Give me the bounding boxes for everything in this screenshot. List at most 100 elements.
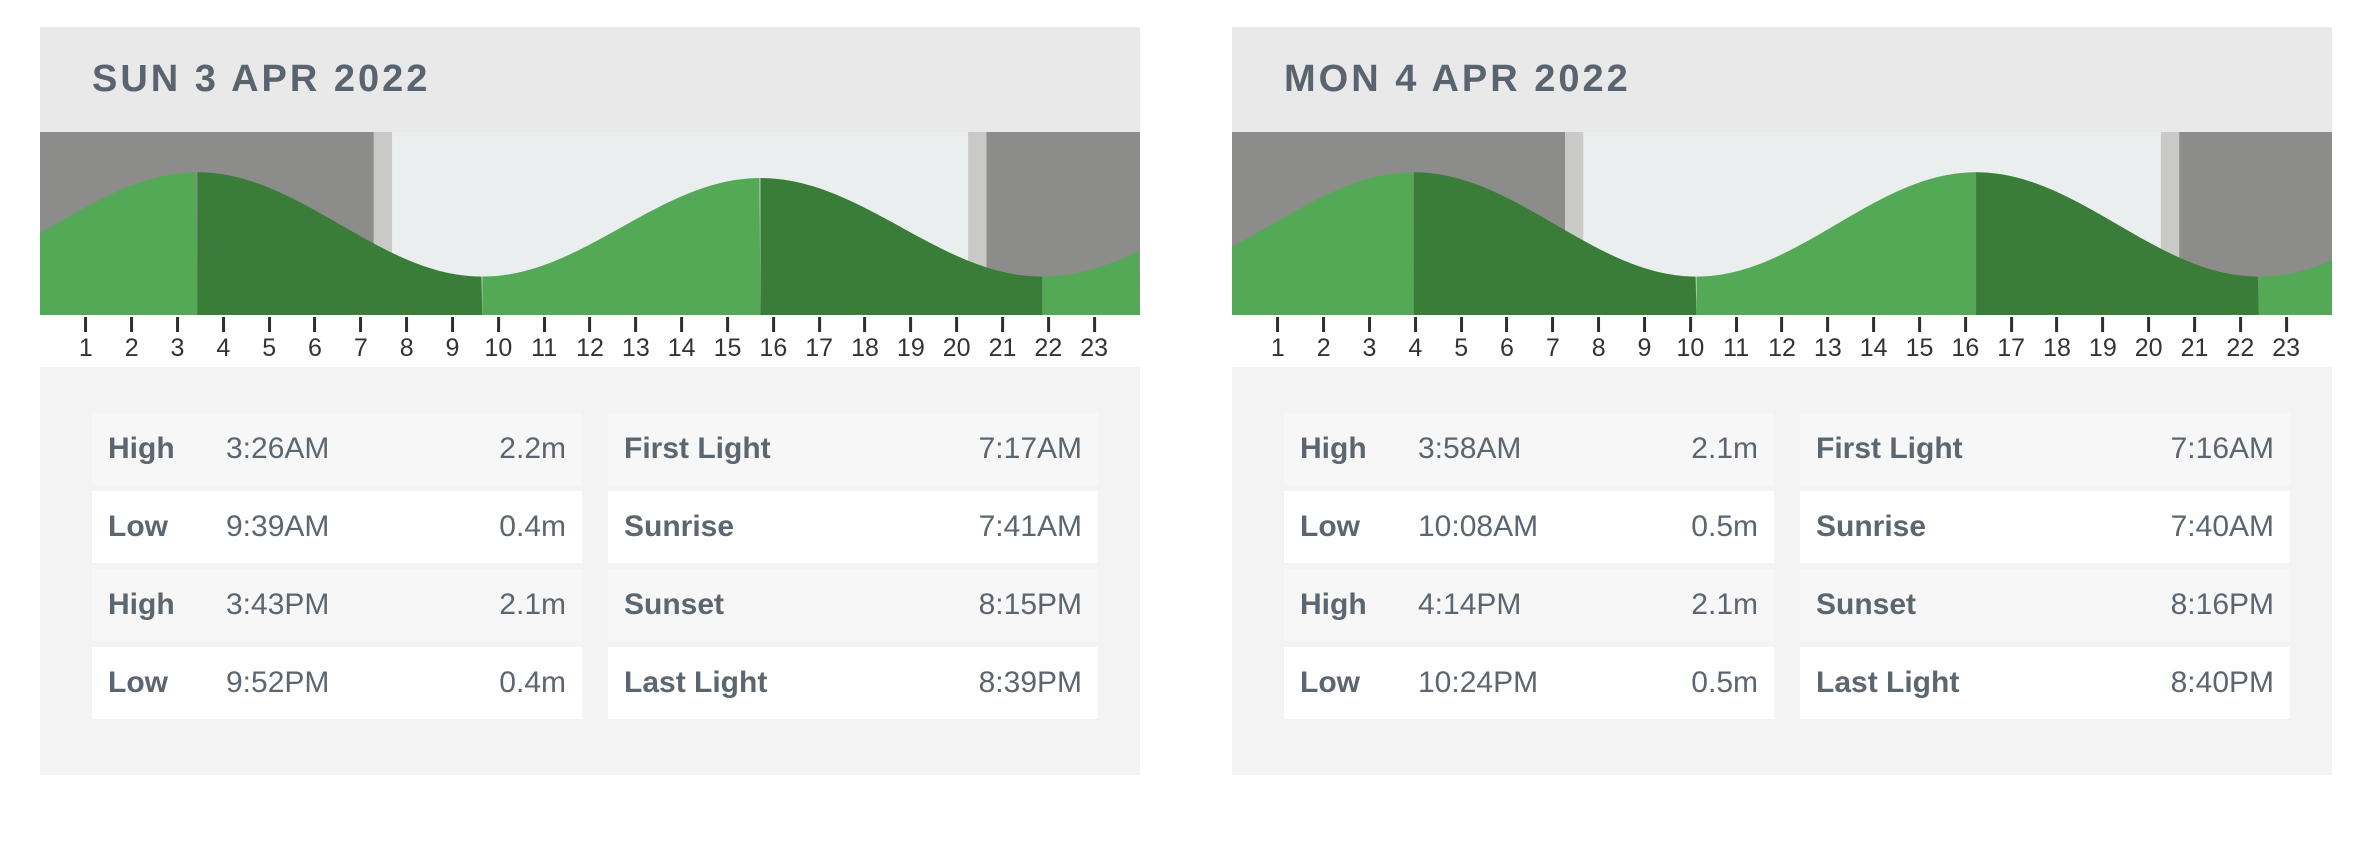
card-header: SUN 3 APR 2022 bbox=[40, 27, 1140, 132]
date-title: MON 4 APR 2022 bbox=[1284, 58, 1631, 100]
hour-tick-label: 5 bbox=[262, 334, 277, 362]
hour-tick-mark bbox=[221, 317, 225, 332]
light-event-label: First Light bbox=[1816, 432, 1963, 465]
tide-height: 0.5m bbox=[1691, 510, 1758, 543]
tide-time: 3:58AM bbox=[1418, 432, 1522, 465]
hour-tick-mark bbox=[313, 317, 317, 332]
hour-axis: 1 2 3 4 5 6 7 8 9 10 11 12 13 14 15 16 17 18 19 20 21 22 23 bbox=[1232, 315, 2332, 367]
light-row: Sunrise 7:41AM bbox=[608, 491, 1098, 563]
hour-tick: 2 bbox=[1317, 317, 1331, 361]
light-event-time: 8:16PM bbox=[2170, 588, 2274, 621]
hour-tick-mark bbox=[2147, 317, 2151, 332]
hour-tick-label: 22 bbox=[1034, 334, 1063, 362]
hour-tick-mark bbox=[451, 317, 454, 332]
sun-light-table: First Light 7:16AM Sunrise 7:40AM Sunset… bbox=[1800, 413, 2290, 775]
hour-tick-label: 21 bbox=[2180, 334, 2209, 362]
hour-tick: 15 bbox=[713, 317, 742, 362]
hour-tick-mark bbox=[1551, 317, 1555, 332]
hour-tick-mark bbox=[2284, 317, 2288, 332]
hour-tick: 4 bbox=[216, 317, 230, 361]
tide-table: High 3:58AM 2.1m Low 10:08AM 0.5m High 4… bbox=[1284, 413, 1774, 775]
tide-height: 2.2m bbox=[499, 432, 566, 465]
tide-row: Low 9:39AM 0.4m bbox=[92, 491, 582, 563]
hour-tick-label: 16 bbox=[1951, 334, 1980, 362]
hour-tick-mark bbox=[542, 317, 546, 332]
light-row: First Light 7:16AM bbox=[1800, 413, 2290, 485]
date-title: SUN 3 APR 2022 bbox=[92, 58, 431, 100]
hour-tick-label: 11 bbox=[1723, 334, 1750, 362]
hour-tick-mark bbox=[1276, 317, 1280, 332]
light-event-time: 7:16AM bbox=[2170, 432, 2274, 465]
light-event-time: 7:17AM bbox=[978, 432, 1082, 465]
hour-tick-mark bbox=[359, 317, 363, 332]
tide-curve-svg bbox=[40, 132, 1140, 315]
hour-tick-mark bbox=[2238, 317, 2242, 332]
hour-tick-label: 7 bbox=[1545, 334, 1560, 362]
hour-tick: 19 bbox=[2089, 317, 2117, 361]
tide-table: High 3:26AM 2.2m Low 9:39AM 0.4m High 3:… bbox=[92, 413, 582, 775]
hour-tick-label: 16 bbox=[759, 334, 788, 362]
hour-tick-mark bbox=[1001, 317, 1004, 332]
tide-falling-segment bbox=[1976, 172, 2259, 315]
light-row: Sunrise 7:40AM bbox=[1800, 491, 2290, 563]
tide-row: High 3:26AM 2.2m bbox=[92, 413, 582, 485]
tide-time: 9:52PM bbox=[226, 666, 330, 699]
tide-height: 2.1m bbox=[1691, 432, 1758, 465]
hour-tick-mark bbox=[680, 317, 684, 332]
hour-tick: 22 bbox=[2226, 317, 2254, 361]
hour-tick: 13 bbox=[1814, 317, 1842, 361]
card-header: MON 4 APR 2022 bbox=[1232, 27, 2332, 132]
hour-tick: 2 bbox=[125, 317, 139, 361]
light-event-label: Sunset bbox=[1816, 588, 1917, 621]
hour-tick-mark bbox=[130, 317, 134, 332]
light-event-label: Sunrise bbox=[624, 510, 735, 543]
tide-height: 0.4m bbox=[499, 510, 566, 543]
tide-type-label: Low bbox=[1300, 666, 1360, 699]
light-row: Last Light 8:40PM bbox=[1800, 647, 2290, 719]
tide-time: 3:26AM bbox=[226, 432, 330, 465]
hour-tick-mark bbox=[1643, 317, 1646, 332]
hour-tick-label: 10 bbox=[484, 334, 513, 362]
hour-tick-mark bbox=[176, 317, 179, 332]
tide-type-label: Low bbox=[108, 666, 168, 699]
light-row: Sunset 8:16PM bbox=[1800, 569, 2290, 641]
hour-tick-label: 19 bbox=[2088, 334, 2117, 362]
hour-tick: 14 bbox=[668, 317, 696, 361]
tide-height: 2.1m bbox=[499, 588, 566, 621]
light-event-label: Last Light bbox=[1816, 666, 1960, 699]
hour-axis: 1 2 3 4 5 6 7 8 9 10 11 12 13 14 15 16 17 18 19 20 21 22 23 bbox=[40, 315, 1140, 367]
hour-tick-mark bbox=[2101, 317, 2105, 332]
hour-tick-mark bbox=[1368, 317, 1371, 332]
tide-day-card-monday: MON 4 APR 2022 1 2 3 4 5 6 7 8 9 10 11 12 13 14 15 16 17… bbox=[1232, 27, 2332, 775]
hour-tick-mark bbox=[2193, 317, 2196, 332]
hour-tick-mark bbox=[1046, 317, 1050, 332]
hour-tick: 4 bbox=[1408, 317, 1422, 361]
hour-tick-mark bbox=[726, 317, 729, 332]
tide-type-label: Low bbox=[108, 510, 168, 543]
hour-tick: 17 bbox=[1997, 317, 2025, 361]
hour-tick: 6 bbox=[1500, 317, 1514, 361]
hour-tick-mark bbox=[1688, 317, 1692, 332]
hour-tick-label: 6 bbox=[1500, 334, 1514, 362]
hour-tick: 12 bbox=[576, 317, 604, 361]
hour-tick-label: 7 bbox=[353, 334, 368, 362]
hour-tick-label: 3 bbox=[170, 334, 185, 362]
tide-row: High 4:14PM 2.1m bbox=[1284, 569, 1774, 641]
hour-tick-mark bbox=[817, 317, 821, 332]
hour-tick-label: 17 bbox=[805, 334, 834, 362]
hour-tick: 10 bbox=[484, 317, 512, 361]
tide-row: Low 9:52PM 0.4m bbox=[92, 647, 582, 719]
hour-tick: 20 bbox=[2135, 317, 2163, 361]
light-event-label: First Light bbox=[624, 432, 771, 465]
light-event-time: 7:41AM bbox=[978, 510, 1082, 543]
hour-tick: 11 bbox=[531, 317, 557, 361]
hour-tick-label: 14 bbox=[1859, 334, 1888, 362]
hour-tick-label: 12 bbox=[576, 334, 604, 362]
hour-tick-label: 4 bbox=[216, 334, 231, 362]
tide-curve-svg bbox=[1232, 132, 2332, 315]
light-event-label: Last Light bbox=[624, 666, 768, 699]
hour-tick-label: 19 bbox=[896, 334, 925, 362]
hour-tick-label: 15 bbox=[713, 334, 742, 362]
tide-height: 0.4m bbox=[499, 666, 566, 699]
hour-tick-label: 22 bbox=[2226, 334, 2255, 362]
